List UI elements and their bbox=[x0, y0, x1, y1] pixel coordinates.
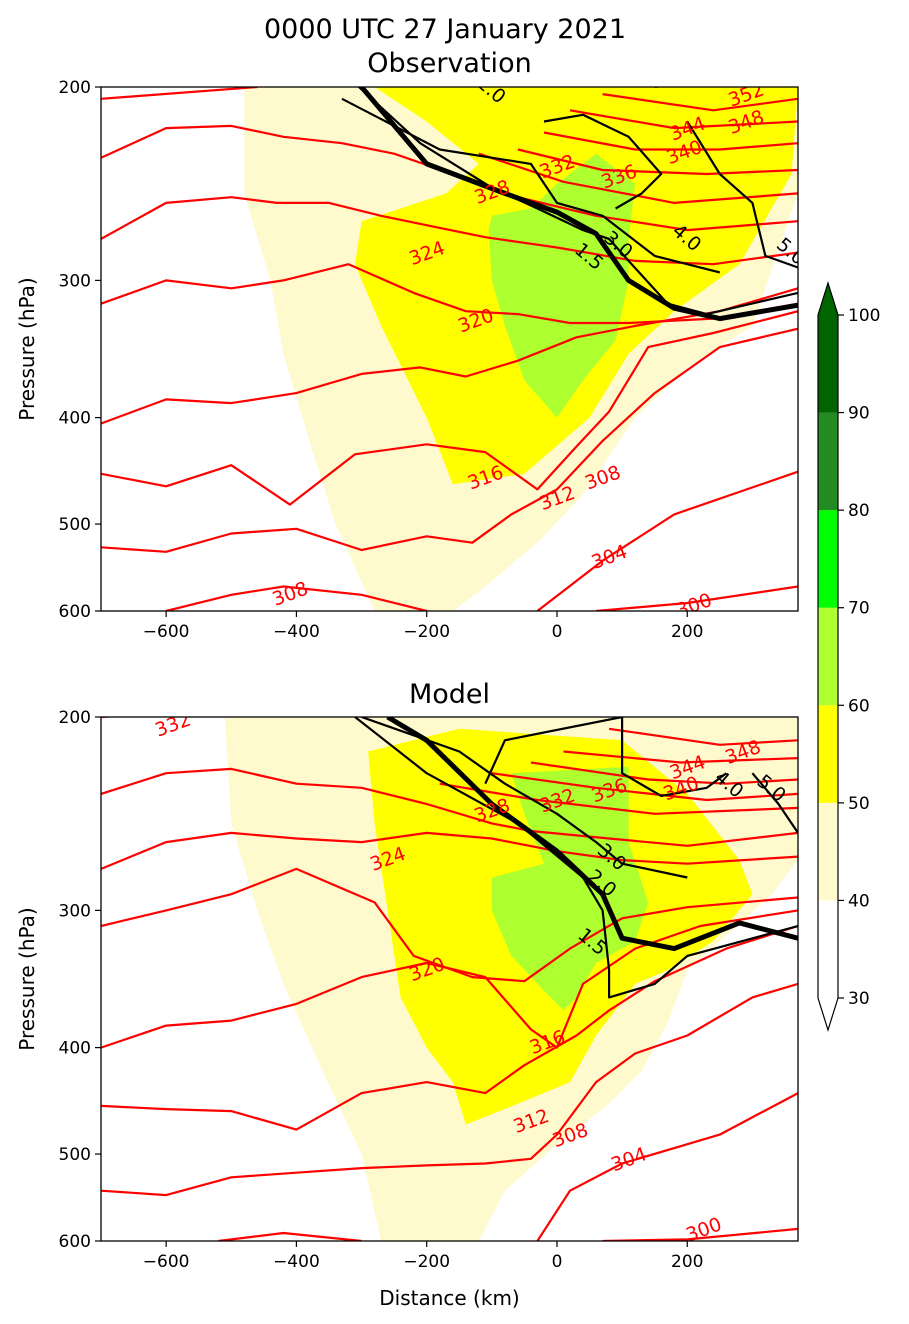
theta-contour-312 bbox=[101, 310, 798, 506]
suptitle: 0000 UTC 27 January 2021 bbox=[264, 14, 626, 45]
x-tick-label: 200 bbox=[671, 1252, 703, 1272]
colorbar-segment bbox=[818, 412, 838, 511]
colorbar-segment bbox=[818, 802, 838, 901]
x-tick-label: 0 bbox=[552, 1252, 563, 1272]
pv-contour-2 bbox=[386, 717, 798, 952]
axes-frame bbox=[100, 86, 799, 612]
colorbar-tick-label: 70 bbox=[848, 599, 870, 619]
theta-contour-340 bbox=[543, 131, 798, 151]
colorbar-segment bbox=[818, 607, 838, 706]
x-tick-label: −400 bbox=[273, 622, 320, 642]
theta-contour-348 bbox=[608, 727, 798, 746]
theta-contour-304 bbox=[165, 585, 427, 611]
theta-contour-304 bbox=[536, 470, 798, 611]
plot-area: 3323483443403363323283243203163123083043… bbox=[101, 709, 798, 1241]
colorbar-tick-label: 30 bbox=[848, 989, 870, 1009]
colorbar: 30 40 50 60 70 80 90 100 bbox=[817, 280, 880, 1033]
theta-contour-332 bbox=[439, 782, 798, 815]
x-tick-label: −200 bbox=[403, 622, 450, 642]
x-tick-label: −400 bbox=[273, 1252, 320, 1272]
x-tick-label: −600 bbox=[143, 1252, 190, 1272]
theta-contour-316 bbox=[101, 909, 798, 1049]
theta-contour-328 bbox=[101, 767, 798, 847]
y-tick-label: 300 bbox=[59, 901, 91, 921]
colorbar-tick-label: 60 bbox=[848, 696, 870, 716]
theta-contour-328 bbox=[101, 124, 798, 232]
x-tick-label: −200 bbox=[403, 1252, 450, 1272]
colorbar-extend-over bbox=[818, 283, 838, 315]
theta-contour-300 bbox=[596, 585, 798, 611]
theta-contour-304 bbox=[218, 1231, 362, 1241]
theta-contour-332 bbox=[101, 717, 116, 719]
y-tick-label: 400 bbox=[59, 409, 91, 429]
theta-contour-308 bbox=[101, 327, 798, 553]
pv-contour-5 bbox=[751, 772, 798, 834]
theta-contour-324 bbox=[101, 196, 798, 266]
pv-contour-5 bbox=[686, 120, 798, 269]
pv-contour-3 bbox=[361, 717, 688, 879]
y-tick-label: 200 bbox=[59, 708, 91, 728]
y-tick-label: 200 bbox=[59, 78, 91, 98]
y-tick-label: 500 bbox=[59, 515, 91, 535]
panel-model: 3323483443403363323283243203163123083043… bbox=[15, 679, 799, 1310]
theta-contour-352 bbox=[654, 87, 663, 89]
theta-contour-312 bbox=[101, 924, 798, 1131]
y-tick-label: 500 bbox=[59, 1145, 91, 1165]
colorbar-segment bbox=[818, 510, 838, 608]
y-axis-label: Pressure (hPa) bbox=[15, 277, 39, 420]
y-tick-label: 400 bbox=[59, 1039, 91, 1059]
theta-contour-308 bbox=[101, 982, 798, 1197]
colorbar-tick-label: 40 bbox=[848, 891, 870, 911]
pv-contour-3 bbox=[341, 97, 721, 274]
theta-contour-328 bbox=[101, 87, 258, 100]
x-tick-label: 200 bbox=[671, 622, 703, 642]
shading-region-60 bbox=[491, 766, 649, 1011]
pv-contour-2 bbox=[359, 87, 798, 322]
y-axis-label: Pressure (hPa) bbox=[15, 907, 39, 1050]
panel-observation: 3523483443403363323283243203163123083043… bbox=[15, 48, 799, 642]
colorbar-segment bbox=[818, 900, 838, 998]
x-tick-label: −600 bbox=[143, 622, 190, 642]
theta-contour-332 bbox=[478, 152, 798, 204]
x-axis-label: Distance (km) bbox=[379, 1286, 519, 1310]
plot-area: 3523483443403363323283243203163123083043… bbox=[101, 87, 798, 611]
colorbar-tick-label: 80 bbox=[848, 501, 870, 521]
colorbar-tick-label: 50 bbox=[848, 794, 870, 814]
pv-contour-1-5 bbox=[354, 717, 798, 999]
theta-contour-344 bbox=[563, 750, 798, 764]
theta-contour-316 bbox=[101, 287, 798, 425]
axes-frame bbox=[100, 716, 799, 1242]
theta-contour-344 bbox=[569, 109, 798, 130]
shading-region-60 bbox=[488, 153, 636, 418]
theta-contour-340 bbox=[530, 761, 798, 785]
colorbar-tick-label: 90 bbox=[848, 404, 870, 424]
theta-label: 332 bbox=[152, 709, 194, 742]
colorbar-tick-label: 100 bbox=[848, 306, 880, 326]
y-tick-label: 600 bbox=[59, 1232, 91, 1252]
y-tick-label: 300 bbox=[59, 271, 91, 291]
theta-contour-336 bbox=[491, 772, 798, 802]
colorbar-segment bbox=[818, 315, 838, 413]
panel-title: Model bbox=[409, 679, 490, 710]
theta-contour-336 bbox=[517, 148, 798, 176]
panel-title: Observation bbox=[367, 48, 531, 79]
theta-contour-324 bbox=[101, 831, 798, 870]
y-tick-label: 600 bbox=[59, 602, 91, 622]
pv-contour-4 bbox=[543, 113, 663, 210]
theta-contour-320 bbox=[101, 263, 798, 325]
pv-contour-4 bbox=[484, 717, 727, 798]
colorbar-extend-under bbox=[818, 998, 838, 1030]
x-tick-label: 0 bbox=[552, 622, 563, 642]
theta-contour-304 bbox=[536, 1092, 798, 1241]
theta-contour-348 bbox=[602, 93, 798, 112]
colorbar-segment bbox=[818, 705, 838, 803]
